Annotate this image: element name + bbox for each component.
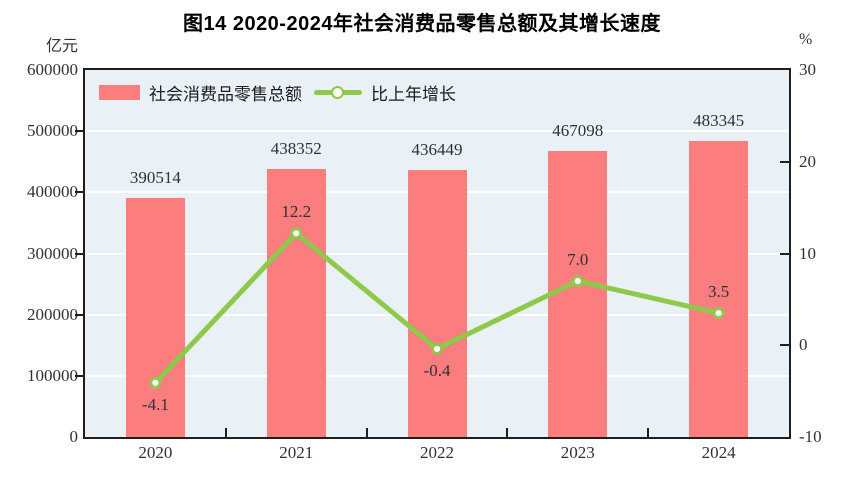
bar-value-label: 390514: [129, 168, 181, 188]
left-axis-tick: [75, 130, 84, 133]
right-axis-tick: [780, 344, 789, 347]
line-value-label: -0.4: [423, 360, 451, 380]
line-value-label: -4.1: [141, 394, 169, 414]
right-axis-tick-label: 0: [799, 335, 808, 355]
left-axis-tick-label: 200000: [27, 304, 78, 324]
line-point: [149, 376, 162, 389]
legend-line-label: 比上年增长: [371, 85, 456, 104]
line-value-label: 3.5: [707, 282, 730, 302]
left-axis-tick-label: 300000: [27, 243, 78, 263]
left-axis-tick: [75, 374, 84, 377]
bar-value-label: 436449: [411, 140, 463, 160]
line-point: [290, 227, 303, 240]
x-axis-tick: [647, 428, 650, 437]
x-tick-label: 2023: [560, 443, 595, 462]
x-tick-label: 2022: [420, 443, 454, 462]
left-axis-tick-label: 600000: [27, 60, 78, 79]
line-value-label: 7.0: [567, 250, 589, 270]
x-tick-label: 2021: [279, 443, 314, 462]
legend: 社会消费品零售总额 比上年增长: [99, 80, 456, 105]
x-axis-tick: [365, 428, 368, 437]
gridline: [85, 130, 789, 133]
legend-bar-swatch: [99, 85, 140, 100]
bar: [689, 141, 749, 437]
line-point: [571, 275, 584, 287]
bar: [548, 151, 608, 437]
left-axis-tick-labels: 600000 500000 400000 300000 200000 100000 0: [0, 0, 78, 479]
right-axis-tick-label: 30: [799, 60, 816, 79]
bar-value-label: 467098: [552, 121, 604, 141]
left-axis-tick-label: 0: [69, 427, 79, 446]
bar-value-label: 438352: [270, 138, 322, 158]
left-axis-tick: [75, 191, 84, 194]
plot-area: 社会消费品零售总额 比上年增长 390514 438352 436449 467098…: [83, 68, 791, 439]
legend-bar-label: 社会消费品零售总额: [149, 85, 302, 104]
x-tick-label: 2020: [138, 443, 173, 462]
bar: [266, 168, 326, 437]
left-axis-tick-label: 100000: [27, 365, 78, 385]
line-point: [431, 343, 443, 355]
x-axis-tick: [506, 428, 509, 437]
legend-line-dot: [331, 85, 344, 99]
bar-value-label: 483345: [693, 111, 745, 131]
right-axis-tick-label: 10: [799, 243, 816, 263]
right-axis-tick-label: -10: [799, 427, 822, 446]
x-tick-label: 2024: [701, 443, 736, 462]
line-value-label: 12.2: [281, 202, 312, 222]
right-axis-tick: [780, 252, 789, 255]
left-axis-tick-label: 400000: [27, 182, 78, 202]
left-axis-tick: [75, 252, 84, 255]
legend-line-marker: [314, 85, 362, 100]
left-axis-tick: [75, 313, 84, 316]
bar: [125, 198, 185, 437]
right-axis-tick-label: 20: [799, 151, 816, 171]
chart-title: 图14 2020-2024年社会消费品零售总额及其增长速度: [183, 13, 661, 35]
right-axis-unit: %: [799, 31, 813, 48]
growth-line: [149, 227, 725, 389]
left-axis-tick-label: 500000: [27, 121, 78, 141]
right-axis-tick: [780, 160, 789, 163]
right-axis-tick-labels: 30 20 10 0 -10: [799, 0, 844, 479]
line-point: [712, 307, 725, 320]
x-axis-tick: [224, 428, 227, 437]
left-axis-unit: 亿元: [45, 38, 78, 55]
bar: [407, 170, 467, 437]
